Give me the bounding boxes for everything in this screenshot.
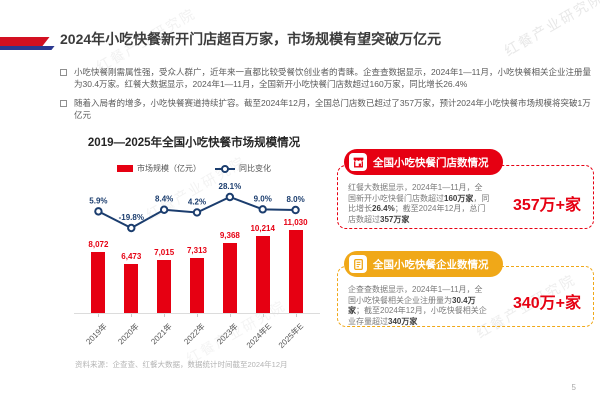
bar-value-label: 11,030: [283, 218, 308, 227]
yoy-point: [225, 192, 235, 202]
bullet-square-icon: [60, 69, 67, 76]
x-axis-label: 2021年: [149, 321, 175, 347]
legend-label: 市场规模（亿元）: [137, 164, 201, 173]
card-body-highlight: 160万家: [444, 193, 474, 203]
bullet-square-icon: [60, 100, 67, 107]
x-axis-label: 2019年: [83, 321, 109, 347]
stores-card-title: 全国小吃快餐门店数情况: [373, 156, 489, 169]
flag-blue-stripe: [0, 46, 55, 50]
yoy-point: [192, 208, 202, 217]
chart-plot: 8,072 6,473 7,015 7,313 9,368 10,214 11,030 5.9…: [74, 182, 320, 314]
yoy-value-label: -19.8%: [119, 213, 144, 222]
stores-card: 全国小吃快餐门店数情况 红餐大数据显示，2024年1—11月，全国新开小吃快餐门…: [337, 149, 594, 229]
x-axis-label: 2022年: [182, 321, 208, 347]
bullet-text: 随着入局者的增多，小吃快餐赛道持续扩容。截至2024年12月，全国总门店数已超过…: [74, 98, 591, 120]
bar-value-label: 7,313: [186, 246, 208, 255]
page-title: 2024年小吃快餐新开门店超百万家，市场规模有望突破万亿元: [60, 31, 442, 47]
card-body-text: 红餐大数据显示，2024年1—11月，全国新开小吃快餐门店数超过: [348, 183, 483, 203]
chart-title: 2019—2025年全国小吃快餐市场规模情况: [87, 137, 301, 149]
page-number: 5: [571, 383, 576, 392]
storefront-icon: [349, 153, 367, 171]
stores-count-highlight: 357万+家: [512, 197, 581, 214]
yoy-value-label: 4.2%: [188, 197, 206, 206]
card-body-text: 企查查数据显示，2024年1—11月，全国小吃快餐相关企业注册量为: [348, 285, 483, 305]
bullet-item: 随着入局者的增多，小吃快餐赛道持续扩容。截至2024年12月，全国总门店数已超过…: [60, 97, 594, 121]
bullet-item: 小吃快餐刚需属性强，受众人群广，近年来一直都比较受餐饮创业者的青睐。企查查数据显…: [60, 66, 594, 90]
bar-legend-swatch: [117, 165, 133, 172]
card-body-highlight: 357万家: [380, 214, 410, 224]
x-axis-tick: [131, 314, 133, 317]
bar-value-label: 10,214: [250, 224, 275, 233]
source-note: 资料来源：企查查、红餐大数据，数据统计时间截至2024年12月: [75, 360, 288, 369]
yoy-value-label: 28.1%: [219, 182, 242, 191]
card-body-highlight: 30.4万家: [348, 295, 476, 316]
legend-item-bar: 市场规模（亿元）: [117, 163, 201, 174]
legend-label: 同比变化: [239, 164, 271, 173]
card-body-text: ，同比增长: [348, 193, 490, 214]
x-axis-tick: [197, 314, 198, 317]
summary-bullets: 小吃快餐刚需属性强，受众人群广，近年来一直都比较受餐饮创业者的青睐。企查查数据显…: [60, 66, 594, 128]
yoy-value-label: 9.0%: [254, 194, 272, 203]
market-size-chart: 2019—2025年全国小吃快餐市场规模情况 市场规模（亿元） 同比变化 8,0…: [58, 134, 330, 350]
enterprises-card-header: 全国小吃快餐企业数情况: [344, 251, 503, 277]
yoy-point: [94, 207, 103, 216]
bar-2021年: [157, 260, 172, 313]
bar-value-label: 9,368: [219, 231, 240, 240]
flag-red-stripe: [0, 37, 50, 46]
x-axis-tick: [229, 314, 231, 317]
card-body-highlight: 26.4%: [372, 204, 395, 213]
enterprises-count-highlight: 340万+家: [512, 295, 581, 312]
bar-2023年: [222, 243, 237, 313]
bar-2020年: [124, 264, 139, 313]
title-flag-decoration: [0, 37, 55, 50]
yoy-value-label: 5.9%: [89, 196, 107, 205]
yoy-point: [127, 223, 136, 233]
chart-x-axis: 2019年 2020年 2021年 2022年 2023年 2024年E 2025年E: [82, 314, 312, 350]
bar-value-label: 7,015: [154, 248, 175, 257]
x-axis-label: 2023年: [215, 321, 240, 347]
enterprises-card: 全国小吃快餐企业数情况 企查查数据显示，2024年1—11月，全国小吃快餐相关企…: [337, 251, 594, 327]
yoy-point: [258, 205, 267, 214]
x-axis-tick: [164, 314, 166, 317]
x-axis-label: 2024年E: [244, 321, 273, 351]
enterprises-card-title: 全国小吃快餐企业数情况: [373, 258, 489, 271]
card-body-text: ；截至2024年12月，小吃快餐相关企业存量超过: [348, 306, 487, 326]
bar-2025年E: [288, 230, 303, 313]
x-axis-label: 2025年E: [277, 321, 306, 351]
card-body-highlight: 340万家: [388, 316, 418, 326]
bullet-text: 小吃快餐刚需属性强，受众人群广，近年来一直都比较受餐饮创业者的青睐。企查查数据显…: [74, 67, 591, 89]
yoy-value-label: 8.0%: [286, 195, 304, 204]
bar-value-label: 6,473: [121, 252, 142, 261]
bar-2024年E: [255, 236, 270, 313]
bar-2022年: [190, 258, 204, 313]
x-axis-tick: [98, 314, 100, 317]
chart-legend: 市场规模（亿元） 同比变化: [58, 163, 330, 174]
x-axis-tick: [262, 314, 264, 317]
stores-card-header: 全国小吃快餐门店数情况: [344, 149, 503, 175]
bar-value-label: 8,072: [88, 240, 109, 249]
bar-2019年: [91, 252, 106, 313]
stores-card-body: 红餐大数据显示，2024年1—11月，全国新开小吃快餐门店数超过160万家，同比…: [348, 183, 490, 225]
x-axis-tick: [295, 314, 297, 317]
x-axis-line: [74, 313, 320, 314]
yoy-point: [291, 205, 300, 215]
yoy-value-label: 8.4%: [155, 195, 173, 204]
x-axis-label: 2020年: [116, 321, 142, 347]
enterprises-card-body: 企查查数据显示，2024年1—11月，全国小吃快餐相关企业注册量为30.4万家；…: [348, 285, 490, 327]
card-body-text: ；截至2024年12月，总门店数超过: [348, 204, 486, 224]
line-legend-marker-icon: [215, 164, 235, 173]
watermark-text: 红餐产业研究院: [501, 0, 600, 59]
document-icon: [349, 255, 367, 273]
legend-item-line: 同比变化: [215, 163, 271, 174]
yoy-line-layer: 5.9% -19.8% 8.4% 4.2% 28.1% 9.0% 8.0%: [89, 182, 305, 233]
yoy-point: [159, 205, 169, 214]
